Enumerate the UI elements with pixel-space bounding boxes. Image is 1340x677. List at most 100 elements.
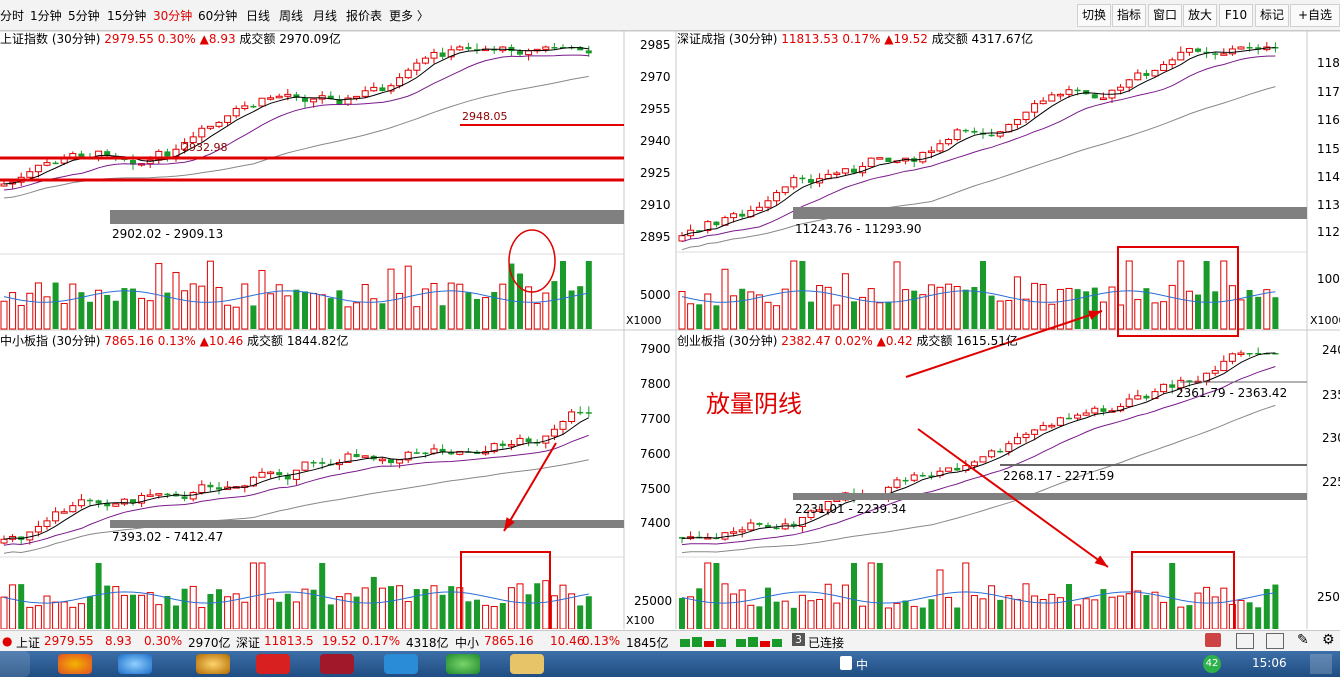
candle-body-3-44 [1056,417,1064,426]
volume-bar-3-4 [713,563,720,629]
period-tab-10[interactable]: 更多 〉 [389,9,429,23]
candle-body-2-37 [319,462,326,464]
volume-bar-2-64 [550,595,558,629]
period-tab-9[interactable]: 报价表 [346,9,383,23]
candle-body-2-12 [104,503,111,507]
candle-body-3-27 [910,474,918,481]
volume-bar-3-23 [876,563,883,629]
status-zx-price: 7865.16 [484,634,534,648]
volume-bar-1-21 [859,296,867,330]
volume-bar-3-28 [919,607,926,629]
message-icon[interactable] [1205,633,1221,647]
candle-body-1-24 [885,157,892,162]
volume-bar-1-11 [773,305,781,330]
volume-bar-2-9 [77,603,85,629]
start-button[interactable] [0,651,30,677]
toolbar-button-0[interactable]: 切换 [1077,4,1111,27]
period-tab-5[interactable]: 60分钟 [198,9,238,23]
refresh-app-icon[interactable] [446,654,480,674]
candle-body-1-18 [833,172,841,176]
price-axis-label-2-5: 7400 [640,516,671,530]
search-ime-icon[interactable] [840,656,852,670]
candle-body-2-34 [292,469,300,480]
candle-body-0-6 [52,162,59,165]
word-app-icon[interactable] [384,654,418,674]
period-tab-7[interactable]: 周线 [279,9,304,23]
highlight-box-1 [1117,246,1239,337]
monitor-icon[interactable] [1266,633,1284,649]
candle-body-0-3 [26,171,34,178]
period-tab-8[interactable]: 月线 [313,9,338,23]
period-tab-2[interactable]: 5分钟 [68,9,100,23]
tool-icon[interactable]: ✎ [1297,632,1309,648]
price-axis-label-0-3: 2940 [640,134,671,148]
volume-bar-3-61 [1203,586,1211,629]
volume-bar-1-39 [1013,276,1021,330]
volume-bar-2-24 [207,593,214,629]
period-tab-6[interactable]: 日线 [246,9,271,23]
status-bar: ● 上证 2979.55 8.93 0.30% 2970亿 深证 11813.5… [0,630,1340,651]
candle-body-2-42 [361,455,369,458]
volume-bar-3-38 [1005,595,1013,629]
candle-body-3-43 [1048,424,1056,428]
paint-icon[interactable] [196,654,230,674]
volume-bar-0-22 [189,283,197,330]
status-sz-pct: 0.17% [362,634,401,648]
toolbar-button-2[interactable]: 窗口 [1148,4,1182,27]
volume-bar-2-57 [490,606,498,629]
windows-logo-icon[interactable] [58,654,92,674]
candle-body-3-17 [824,500,832,511]
ie-browser-icon[interactable] [118,654,152,674]
volume-bar-1-45 [1065,287,1073,330]
volume-bar-2-45 [388,586,394,629]
candle-body-2-49 [422,452,429,455]
volume-bar-3-10 [765,587,771,629]
toolbar-button-6[interactable]: +自选 [1290,4,1340,27]
volume-bar-2-55 [474,599,480,629]
connection-num: 3 [792,633,805,646]
candle-body-3-28 [919,474,926,477]
toolbar-button-5[interactable]: 标记 [1255,4,1289,27]
volume-bar-3-48 [1091,599,1099,629]
volume-bar-1-37 [996,300,1004,330]
volume-bar-3-53 [1134,590,1142,629]
volume-bar-1-42 [1039,283,1047,330]
volume-bar-2-44 [378,587,386,629]
toolbar-button-3[interactable]: 放大 [1183,4,1217,27]
volume-bar-2-26 [224,596,232,629]
folder-icon[interactable] [510,654,544,674]
volume-bar-1-46 [1074,289,1081,329]
volume-bar-1-31 [945,283,953,330]
volume-bar-1-35 [980,261,986,329]
pingan-app-icon[interactable] [256,654,290,674]
volume-bar-1-63 [1220,260,1228,330]
candle-body-0-0 [0,183,8,187]
candle-body-3-14 [798,516,806,527]
panel-0-turnover_label: 成交额 [239,32,280,46]
volume-bar-3-12 [781,600,789,629]
volume-bar-2-0 [0,596,8,629]
volume-bar-2-61 [525,594,532,629]
wps-app-icon[interactable] [320,654,354,674]
show-desktop-button[interactable] [1310,654,1332,674]
volume-bar-3-22 [867,562,875,629]
period-tab-3[interactable]: 15分钟 [107,9,147,23]
period-tab-1[interactable]: 1分钟 [30,9,62,23]
candle-body-2-32 [276,472,283,476]
input-method[interactable]: 中 [856,658,869,672]
volume-bar-3-56 [1160,601,1168,629]
volume-bar-1-4 [713,305,720,329]
volume-bar-2-38 [327,604,334,629]
window-icon[interactable] [1236,633,1254,649]
toolbar-button-4[interactable]: F10 [1219,4,1253,27]
panel-3-name: 创业板指 (30分钟) [677,334,782,348]
candle-body-2-7 [60,511,68,514]
volume-bar-3-31 [945,596,953,629]
candle-body-0-68 [585,50,592,54]
settings-icon[interactable]: ⚙ [1322,632,1335,648]
toolbar-button-1[interactable]: 指标 [1112,4,1146,27]
period-tab-4[interactable]: 30分钟 [153,9,193,23]
period-tab-0[interactable]: 分时 [0,9,25,23]
notification-badge[interactable]: 42 [1203,655,1221,673]
gap-label-0: 2902.02 - 2909.13 [112,227,223,241]
